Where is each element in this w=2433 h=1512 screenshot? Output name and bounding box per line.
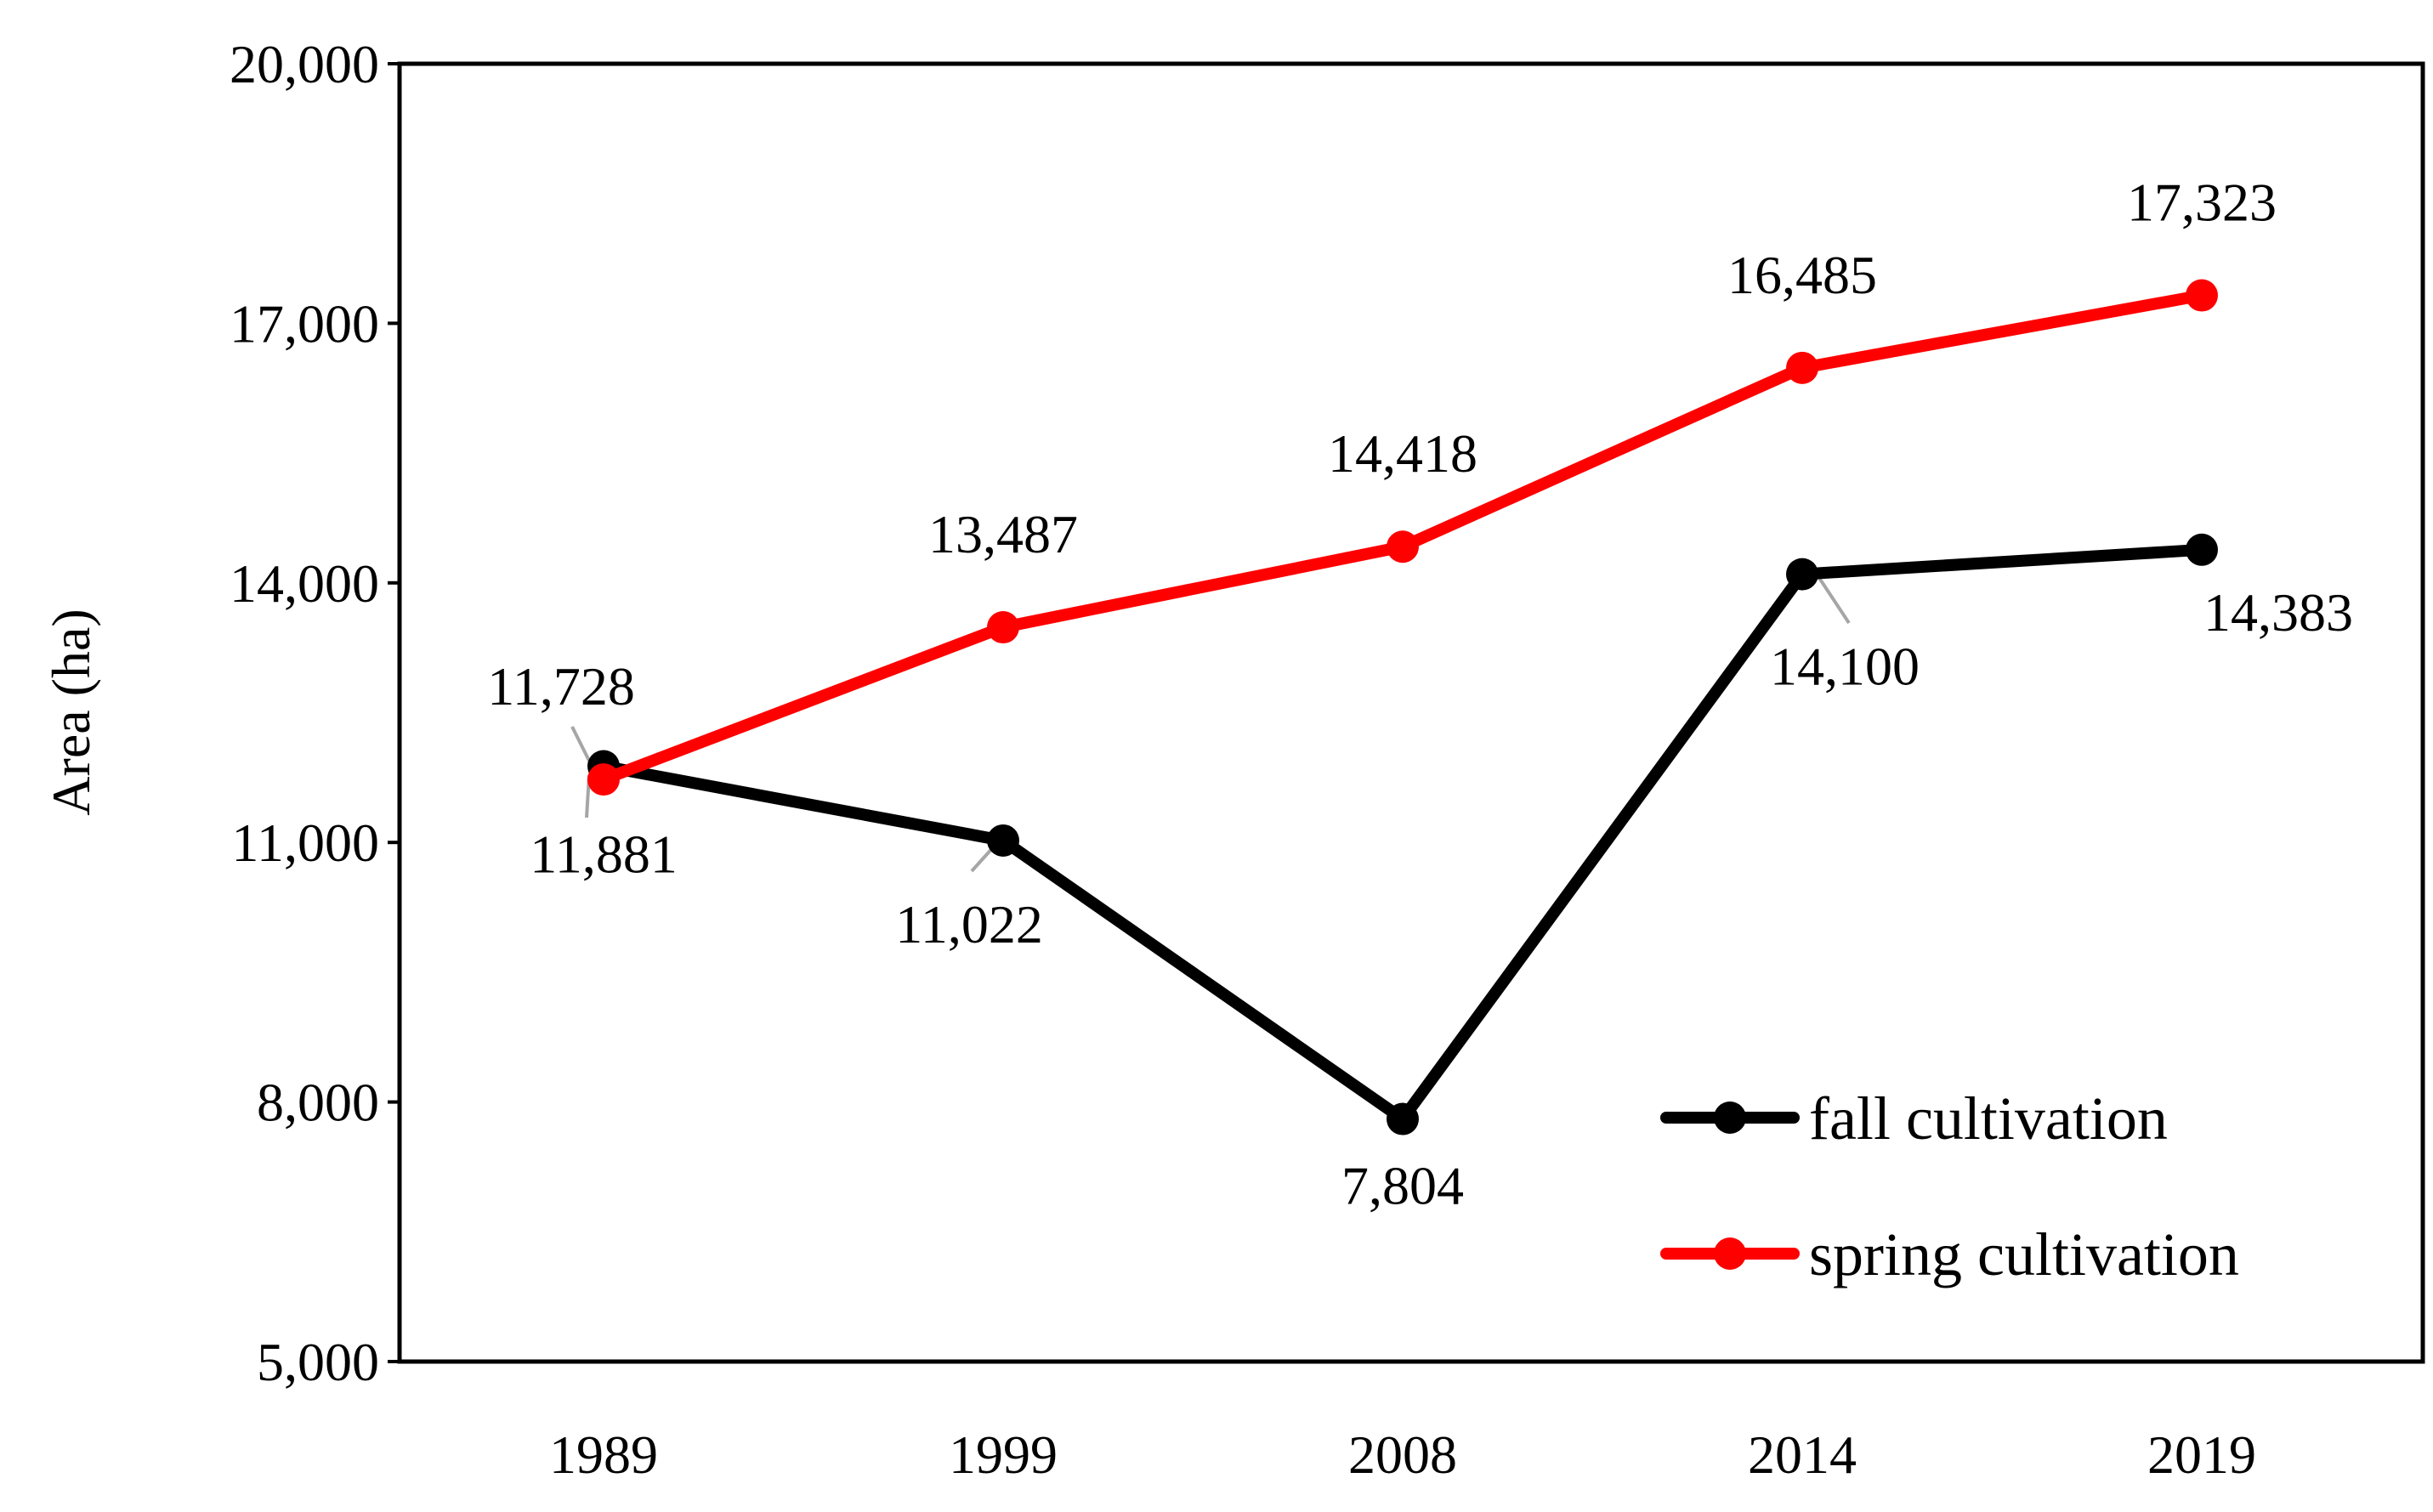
fall-cultivation-point xyxy=(1786,558,1818,591)
legend-marker-fall xyxy=(1714,1101,1746,1134)
spring-cultivation-point xyxy=(587,763,620,796)
fall-cultivation-point xyxy=(987,824,1019,857)
x-axis: 1989 1999 2008 2014 2019 xyxy=(549,1424,2256,1485)
y-tick-label: 17,000 xyxy=(230,293,379,354)
spring-cultivation-point xyxy=(2186,279,2218,312)
legend-label-spring: spring cultivation xyxy=(1809,1220,2239,1288)
spring-cultivation-data-label: 13,487 xyxy=(928,504,1078,564)
legend-marker-spring xyxy=(1714,1237,1746,1270)
spring-cultivation-point xyxy=(1786,351,1818,384)
spring-cultivation-data-label: 14,418 xyxy=(1328,423,1477,484)
spring-cultivation-data-label: 11,728 xyxy=(487,656,635,716)
fall-cultivation-point xyxy=(2186,533,2218,566)
x-tick-label: 2019 xyxy=(2147,1424,2256,1485)
data-labels: 11,881 11,022 7,804 14,100 14,383 11,728 13,48… xyxy=(487,173,2353,1216)
y-tick-label: 8,000 xyxy=(257,1073,379,1133)
x-tick-label: 1989 xyxy=(549,1424,658,1485)
plot-area xyxy=(397,61,2425,1364)
y-tick-label: 14,000 xyxy=(230,553,379,614)
fall-cultivation-point xyxy=(1387,1102,1419,1135)
y-tick-label: 20,000 xyxy=(230,34,379,94)
legend-label-fall: fall cultivation xyxy=(1809,1084,2168,1152)
x-tick-label: 1999 xyxy=(949,1424,1058,1485)
y-axis-title: Area (ha) xyxy=(41,609,101,815)
leader-line xyxy=(1818,576,1851,625)
spring-cultivation-point xyxy=(987,611,1019,644)
y-tick-label: 11,000 xyxy=(231,813,379,873)
legend: fall cultivation spring cultivation xyxy=(1660,1084,2239,1288)
fall-cultivation-data-label: 11,881 xyxy=(530,824,678,885)
fall-cultivation-data-label: 7,804 xyxy=(1341,1156,1464,1216)
fall-cultivation-data-label: 14,100 xyxy=(1770,637,1920,697)
y-tick-label: 5,000 xyxy=(257,1332,379,1392)
spring-cultivation-point xyxy=(1387,530,1419,563)
x-tick-label: 2008 xyxy=(1348,1424,1457,1485)
spring-cultivation-data-label: 17,323 xyxy=(2127,173,2277,233)
fall-cultivation-data-label: 14,383 xyxy=(2203,582,2353,643)
series-layer xyxy=(587,279,2218,1135)
fall-cultivation-data-label: 11,022 xyxy=(895,894,1043,954)
fall-cultivation-line xyxy=(598,543,2208,1125)
spring-cultivation-data-label: 16,485 xyxy=(1727,245,1877,305)
y-axis: 5,000 8,000 11,000 14,000 17,000 20,000 xyxy=(230,34,400,1392)
x-tick-label: 2014 xyxy=(1748,1424,1857,1485)
